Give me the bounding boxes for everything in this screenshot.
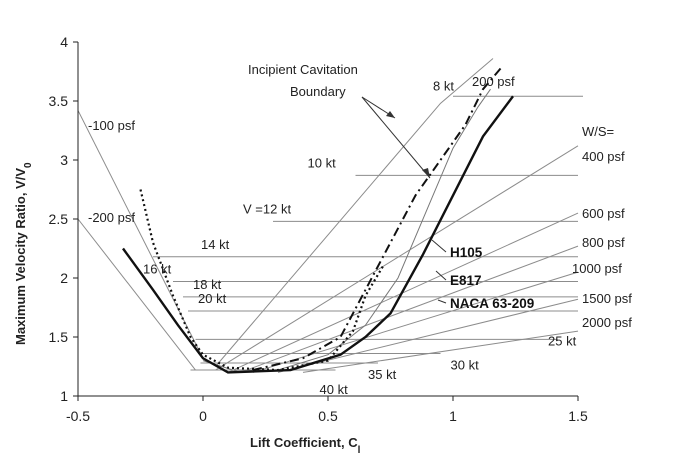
y-tick-label: 3	[60, 152, 68, 168]
ticks: -0.5 0 0.5 1 1.5 1 1.5 2 2.5 3 3.5 4	[49, 34, 588, 424]
speed-label-10-kt: 10 kt	[308, 155, 337, 170]
speed-label-30-kt: 30 kt	[451, 358, 480, 373]
speed-label-8-kt: 8 kt	[433, 78, 454, 93]
airfoil-curves	[122, 64, 514, 374]
wing-loading-line-200-psf	[77, 218, 196, 371]
speed-label-20-kt: 20 kt	[198, 291, 227, 306]
speed-label-40-kt: 40 kt	[320, 382, 349, 397]
wing-loading-label-600-psf: 600 psf	[582, 206, 625, 221]
y-tick-label: 1.5	[49, 329, 69, 345]
y-tick-label: 4	[60, 34, 68, 50]
wing-loading-line-800-psf	[240, 245, 579, 373]
wing-loading-label-200-psf: 200 psf	[472, 74, 515, 89]
wing-loading-label-800-psf: 800 psf	[582, 235, 625, 250]
wing-loading-line-200-psf	[215, 58, 494, 367]
wing-loading-label-200-psf: -200 psf	[88, 210, 135, 225]
x-tick-label: -0.5	[66, 408, 90, 424]
x-axis-title: Lift Coefficient, Cl	[250, 435, 361, 456]
cavitation-annotation: Incipient Cavitation Boundary	[248, 62, 431, 179]
series-label-e817: E817	[450, 273, 482, 288]
wing-loading-label-1000-psf: 1000 psf	[572, 261, 622, 276]
wing-loading-label-100-psf: -100 psf	[88, 118, 135, 133]
wing-loading-line-2000-psf	[302, 330, 579, 373]
x-tick-label: 0	[199, 408, 207, 424]
y-axis-title: Maximum Velocity Ratio, V/V0	[13, 162, 34, 345]
series-pointer-naca-63-209	[437, 299, 447, 304]
arrowhead-icon	[386, 111, 395, 118]
x-tick-label: 0.5	[318, 408, 338, 424]
speed-label-v-12-kt: V =12 kt	[243, 201, 291, 216]
series-pointer-e817	[435, 270, 447, 281]
wing-loading-label-1500-psf: 1500 psf	[582, 291, 632, 306]
series-e817	[252, 64, 504, 372]
ws-label: W/S=	[582, 124, 614, 139]
wing-loading-line-1500-psf	[277, 298, 579, 373]
series-pointer-h105	[431, 239, 447, 253]
speed-label-18-kt: 18 kt	[193, 277, 222, 292]
arrowhead-icon	[422, 168, 430, 178]
speed-label-16-kt: 16 kt	[143, 262, 172, 277]
speed-label-25-kt: 25 kt	[548, 333, 577, 348]
cavitation-label-line2: Boundary	[290, 84, 346, 99]
wing-loading-line-400-psf	[215, 145, 579, 371]
x-tick-label: 1	[449, 408, 457, 424]
wing-loading-line-100-psf	[77, 110, 204, 359]
y-tick-label: 2	[60, 270, 68, 286]
cavitation-arrow-1	[361, 96, 431, 179]
y-tick-label: 2.5	[49, 211, 69, 227]
series-naca-63-209	[139, 189, 384, 372]
series-label-h105: H105	[450, 245, 483, 260]
y-tick-label: 3.5	[49, 93, 69, 109]
wing-loading-line-1000-psf	[252, 271, 579, 373]
cavitation-label-line1: Incipient Cavitation	[248, 62, 358, 77]
wing-loading-label-2000-psf: 2000 psf	[582, 315, 632, 330]
wing-loading-label-400-psf: 400 psf	[582, 149, 625, 164]
speed-label-14-kt: 14 kt	[201, 237, 230, 252]
series-h105	[122, 95, 514, 374]
y-tick-label: 1	[60, 388, 68, 404]
speed-label-35-kt: 35 kt	[368, 367, 397, 382]
series-label-naca-63-209: NACA 63-209	[450, 296, 534, 311]
x-tick-label: 1.5	[568, 408, 588, 424]
